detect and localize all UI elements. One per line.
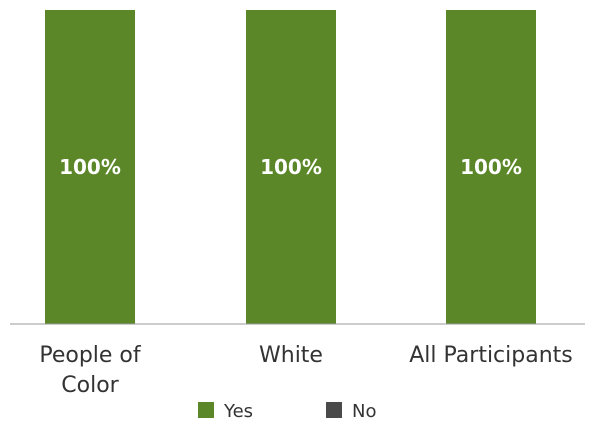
legend: Yes No xyxy=(198,401,376,422)
category-label-0: People of Color xyxy=(39,343,142,398)
legend-label-yes: Yes xyxy=(223,401,253,422)
category-label-1: White xyxy=(259,343,323,368)
data-label-1: 100% xyxy=(260,155,322,179)
category-label-2: All Participants xyxy=(409,343,573,368)
legend-swatch-no xyxy=(326,402,342,418)
legend-swatch-yes xyxy=(198,402,214,418)
data-label-2: 100% xyxy=(460,155,522,179)
legend-label-no: No xyxy=(352,401,376,422)
data-label-0: 100% xyxy=(59,155,121,179)
category-labels-layer: People of Color White All Participants xyxy=(39,343,572,398)
